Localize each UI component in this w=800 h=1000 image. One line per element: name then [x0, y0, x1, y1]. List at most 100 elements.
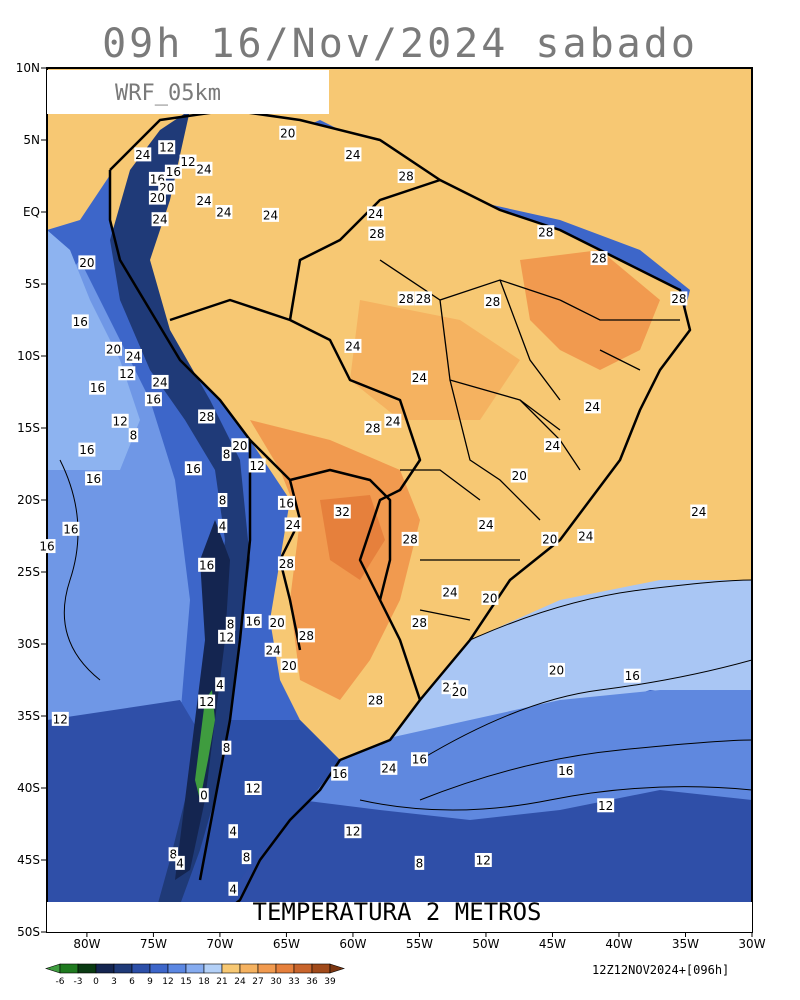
contour-label: 16: [277, 495, 295, 510]
svg-text:12: 12: [159, 141, 174, 155]
colorbar-swatch: [257, 963, 277, 974]
contour-label: 16: [184, 461, 202, 476]
svg-text:12: 12: [199, 695, 214, 709]
svg-text:20: 20: [542, 532, 557, 546]
colorbar-swatch: [329, 963, 345, 974]
colorbar-label: 21: [216, 977, 227, 987]
lat-tick-label: 5N: [23, 133, 40, 147]
svg-text:32: 32: [335, 505, 350, 519]
colorbar: -6 -3 0 3 6 9 12 15 18 21 24 27 30 33 36 39: [45, 963, 345, 987]
contour-label: 12: [474, 853, 492, 868]
contour-label: 28: [368, 226, 386, 241]
svg-text:16: 16: [146, 393, 161, 407]
svg-text:24: 24: [345, 148, 360, 162]
contour-label: 20: [231, 438, 249, 453]
contour-label: 16: [38, 539, 56, 554]
contour-label: 28: [397, 291, 415, 306]
contour-label: 8: [217, 493, 228, 508]
contour-label: 12: [198, 694, 216, 709]
svg-text:0: 0: [200, 789, 208, 803]
contour-label: 12: [244, 781, 262, 796]
svg-text:12: 12: [598, 799, 613, 813]
contour-label: 4: [217, 518, 228, 533]
contour-label: 24: [151, 212, 169, 227]
svg-text:28: 28: [671, 292, 686, 306]
lat-tick-label: EQ: [23, 205, 40, 219]
svg-text:24: 24: [345, 339, 360, 353]
map-title: 09h 16/Nov/2024 sabado: [102, 21, 698, 67]
svg-text:24: 24: [585, 400, 600, 414]
svg-text:4: 4: [176, 856, 184, 870]
lon-tick-label: 55W: [406, 937, 433, 951]
contour-label: 24: [124, 349, 142, 364]
contour-label: 28: [537, 225, 555, 240]
svg-text:24: 24: [442, 586, 457, 600]
colorbar-label: 24: [234, 977, 246, 987]
svg-text:24: 24: [385, 414, 400, 428]
contour-label: 28: [410, 615, 428, 630]
svg-text:24: 24: [152, 213, 167, 227]
contour-label: 24: [284, 517, 302, 532]
colorbar-swatch: [167, 963, 187, 974]
lon-tick-label: 50W: [472, 937, 499, 951]
contour-label: 12: [597, 798, 615, 813]
svg-text:28: 28: [368, 694, 383, 708]
svg-text:20: 20: [150, 191, 165, 205]
colorbar-label: 3: [111, 977, 117, 987]
colorbar-label: -6: [56, 977, 65, 987]
lon-tick-label: 75W: [140, 937, 167, 951]
contour-label: 28: [590, 251, 608, 266]
svg-text:12: 12: [345, 825, 360, 839]
colorbar-label: 33: [288, 977, 299, 987]
svg-text:24: 24: [381, 761, 396, 775]
colorbar-swatch: [45, 963, 61, 974]
svg-text:20: 20: [281, 659, 296, 673]
svg-text:28: 28: [403, 532, 418, 546]
contour-label: 16: [62, 521, 80, 536]
contour-label: 8: [241, 850, 252, 865]
svg-text:24: 24: [196, 194, 211, 208]
contour-label: 24: [380, 760, 398, 775]
lat-tick-label: 10N: [16, 61, 40, 75]
contour-label: 4: [215, 677, 225, 692]
contour-lines: [59, 459, 752, 811]
variable-label: TEMPERATURA 2 METROS: [253, 898, 542, 926]
lat-tick-label: 10S: [17, 349, 40, 363]
contour-label: 8: [168, 847, 179, 862]
svg-text:20: 20: [482, 591, 497, 605]
colorbar-swatch: [113, 963, 133, 974]
lon-tick-label: 30W: [738, 937, 765, 951]
contour-label: 16: [623, 668, 641, 683]
contour-label: 12: [158, 140, 176, 155]
run-label: 12Z12NOV2024+[096h]: [592, 963, 730, 977]
colorbar-label: 6: [129, 977, 135, 987]
contour-label: 28: [364, 421, 382, 436]
patagonia-cold: [170, 720, 340, 932]
svg-text:16: 16: [279, 496, 294, 510]
svg-text:28: 28: [399, 292, 414, 306]
svg-text:24: 24: [412, 371, 427, 385]
colorbar-swatch: [239, 963, 259, 974]
svg-text:20: 20: [232, 439, 247, 453]
lon-tick-label: 35W: [672, 937, 699, 951]
contour-label: 16: [78, 442, 96, 457]
lat-tick-label: 5S: [25, 277, 40, 291]
contour-label: 24: [195, 161, 213, 176]
svg-text:24: 24: [152, 375, 167, 389]
lat-tick-label: 50S: [17, 925, 40, 939]
contour-label: 20: [78, 255, 96, 270]
central-warm: [350, 300, 520, 420]
atlantic-mid-band: [300, 690, 752, 820]
svg-text:20: 20: [452, 685, 467, 699]
atlantic-warm: [300, 68, 752, 640]
svg-text:8: 8: [223, 447, 231, 461]
contour-label: 16: [144, 392, 162, 407]
contour-label: 4: [228, 824, 238, 839]
contour-label: 8: [128, 428, 139, 443]
contour-label: 24: [577, 529, 595, 544]
contour-label: 16: [71, 314, 89, 329]
svg-text:12: 12: [53, 712, 68, 726]
pacific-band-lighter: [47, 230, 140, 470]
svg-text:16: 16: [79, 443, 94, 457]
